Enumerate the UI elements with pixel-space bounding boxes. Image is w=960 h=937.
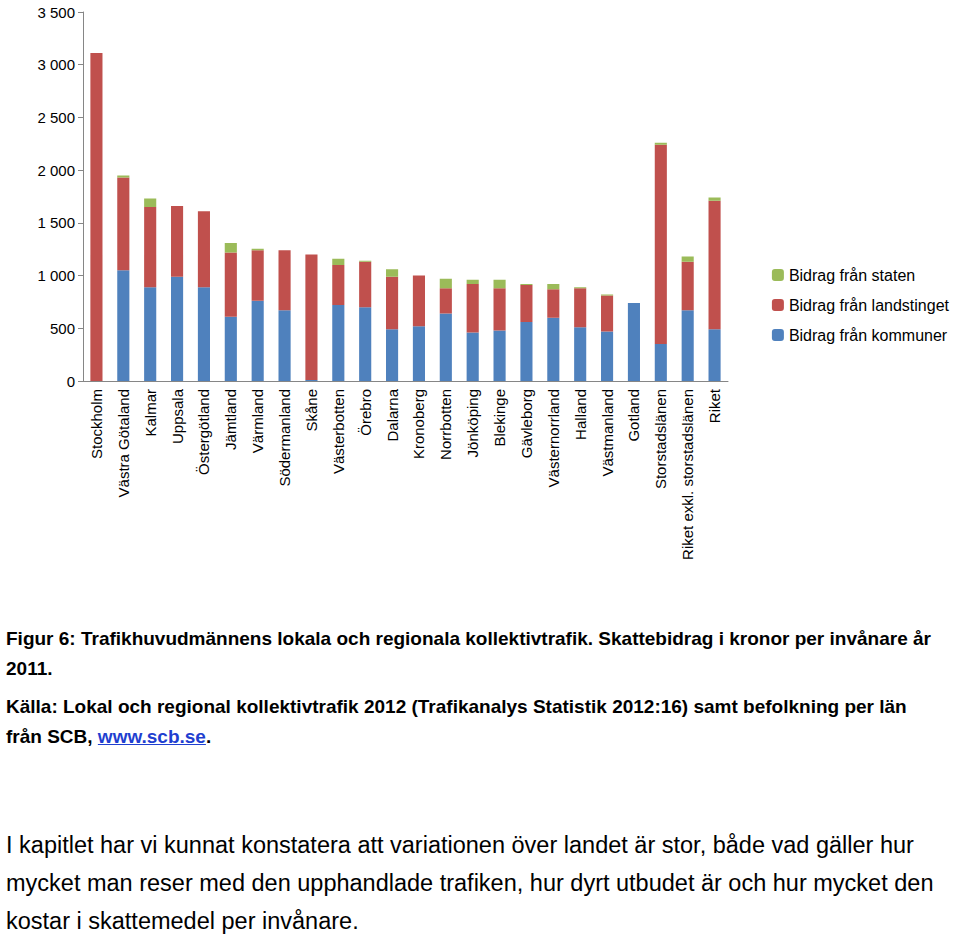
- svg-text:Östergötland: Östergötland: [195, 389, 212, 475]
- svg-text:3 000: 3 000: [37, 56, 75, 73]
- html-text:I kapitlet har vi kunnat konst: I kapitlet har vi kunnat konstatera att …: [6, 832, 934, 934]
- svg-text:Blekinge: Blekinge: [491, 389, 508, 447]
- svg-text:Värmland: Värmland: [249, 389, 266, 453]
- svg-text:Västernorrland: Västernorrland: [545, 389, 562, 487]
- svg-text:3 500: 3 500: [37, 4, 75, 21]
- svg-text:Södermanland: Södermanland: [276, 389, 293, 487]
- svg-text:Örebro: Örebro: [357, 389, 374, 436]
- svg-text:Halland: Halland: [572, 389, 589, 440]
- svg-text:Bidrag från staten: Bidrag från staten: [789, 267, 915, 284]
- svg-text:Kronoberg: Kronoberg: [410, 389, 427, 459]
- svg-text:500: 500: [50, 320, 75, 337]
- svg-text:Gävleborg: Gävleborg: [518, 389, 535, 458]
- svg-text:Västmanland: Västmanland: [599, 389, 616, 477]
- svg-text:1 500: 1 500: [37, 214, 75, 231]
- svg-text:Jönköping: Jönköping: [464, 389, 481, 457]
- svg-text:Kalmar: Kalmar: [142, 389, 159, 437]
- svg-text:Riket: Riket: [706, 388, 723, 423]
- svg-text:0: 0: [67, 373, 75, 390]
- svg-text:Bidrag från kommuner: Bidrag från kommuner: [789, 327, 948, 344]
- svg-text:Dalarna: Dalarna: [384, 388, 401, 441]
- svg-text:1 000: 1 000: [37, 267, 75, 284]
- svg-text:Norrbotten: Norrbotten: [437, 389, 454, 460]
- svg-text:Storstadslänen: Storstadslänen: [652, 389, 669, 489]
- html-text:Figur 6: Trafikhuvudmännens lo: Figur 6: Trafikhuvudmännens lokala och r…: [6, 628, 931, 679]
- html-text:Källa: Lokal och regional koll: Källa: Lokal och regional kollektivtrafi…: [6, 696, 907, 747]
- svg-text:Stockholm: Stockholm: [88, 389, 105, 459]
- svg-text:Västra Götaland: Västra Götaland: [115, 389, 132, 497]
- svg-text:Västerbotten: Västerbotten: [330, 389, 347, 474]
- svg-text:Riket exkl. storstadslänen: Riket exkl. storstadslänen: [679, 389, 696, 560]
- svg-text:Uppsala: Uppsala: [169, 388, 186, 444]
- svg-text:Skåne: Skåne: [303, 389, 320, 432]
- svg-text:2 000: 2 000: [37, 162, 75, 179]
- svg-text:Gotland: Gotland: [625, 389, 642, 442]
- svg-text:Bidrag från landstinget: Bidrag från landstinget: [789, 297, 950, 314]
- svg-text:Jämtland: Jämtland: [222, 389, 239, 450]
- svg-text:2 500: 2 500: [37, 109, 75, 126]
